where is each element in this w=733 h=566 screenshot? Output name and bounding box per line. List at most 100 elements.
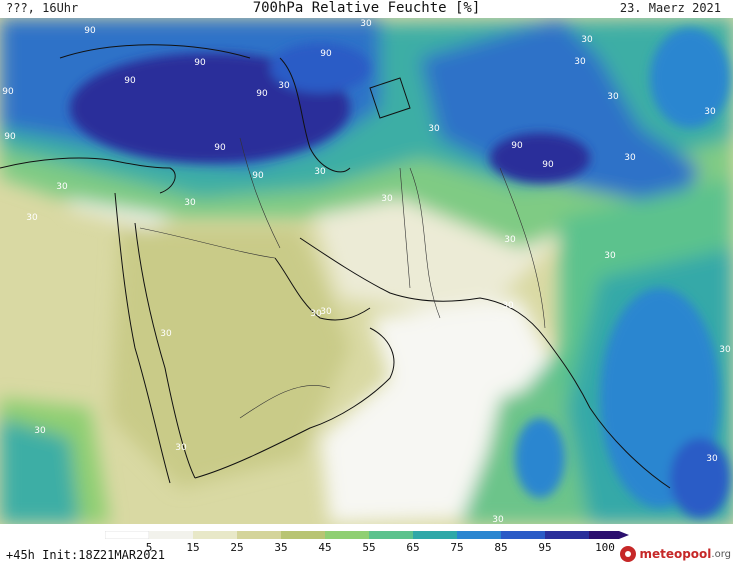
contour-label: 30 — [175, 443, 187, 453]
contour-label: 90 — [124, 76, 136, 86]
legend-swatch — [325, 531, 369, 539]
contour-label: 30 — [624, 153, 636, 163]
contour-label: 30 — [607, 92, 619, 102]
legend-swatch — [589, 531, 629, 539]
coastlines — [0, 44, 671, 489]
coastline-red-sea-east — [134, 222, 196, 479]
legend-swatch — [545, 531, 589, 539]
contour-label: 30 — [428, 124, 440, 134]
contour-label: 30 — [184, 198, 196, 208]
humidity-map-canvas: 90 90 90 90 90 90 90 90 90 90 90 30 30 3… — [0, 18, 733, 524]
core-pakistan — [490, 133, 590, 183]
mid-zone-arabia — [110, 228, 350, 488]
coastline-india-west — [544, 337, 671, 489]
contour-label: 90 — [252, 171, 264, 181]
coastline-black-sea — [59, 44, 251, 59]
contour-label: 90 — [194, 58, 206, 68]
contour-label: 90 — [2, 87, 14, 97]
contour-label: 30 — [310, 309, 322, 319]
contour-label: 30 — [492, 515, 504, 524]
map-title: 700hPa Relative Feuchte [%] — [252, 0, 481, 16]
border-saudi-north — [139, 227, 276, 259]
core-india-deep — [670, 438, 730, 518]
valid-time-label: ???, 16Uhr — [6, 1, 79, 15]
contour-label: 30 — [704, 107, 716, 117]
border-iran-east — [399, 167, 411, 289]
coastline-caspian — [279, 57, 351, 173]
legend-tick: 85 — [494, 541, 508, 554]
blue-band-northeast — [420, 18, 700, 208]
legend-swatch — [501, 531, 545, 539]
contour-label: 30 — [314, 167, 326, 177]
map-date: 23. Maerz 2021 — [619, 1, 721, 15]
contour-label: 30 — [719, 345, 731, 355]
forecast-run-info: +45h Init:18Z21MAR2021 — [6, 548, 165, 562]
legend-tick: 75 — [450, 541, 464, 554]
logo-tld: .org — [711, 548, 731, 560]
coastline-red-sea-west — [114, 192, 171, 484]
contour-label: 30 — [278, 81, 290, 91]
core-arabian-sea — [515, 418, 565, 498]
legend-swatch — [413, 531, 457, 539]
legend-swatch — [369, 531, 413, 539]
humidity-legend-bar — [105, 531, 629, 539]
contour-label: 30 — [34, 426, 46, 436]
legend-colorbar — [105, 531, 629, 539]
coastline-arabia-south — [194, 327, 395, 479]
contour-label: 90 — [511, 141, 523, 151]
border-india-pak — [499, 167, 546, 329]
border-afghan-pak — [409, 167, 441, 319]
contour-label: 30 — [160, 329, 172, 339]
core-caspian — [270, 43, 370, 93]
legend-swatch — [237, 531, 281, 539]
contour-label: 30 — [56, 182, 68, 192]
legend-tick: 15 — [186, 541, 200, 554]
legend-swatch — [105, 531, 150, 539]
legend-tick: 35 — [274, 541, 288, 554]
contour-labels: 90 90 90 90 90 90 90 90 90 90 90 30 30 3… — [2, 19, 731, 524]
contour-label: 90 — [256, 89, 268, 99]
border-iran-west — [239, 137, 281, 249]
contour-label: 30 — [504, 235, 516, 245]
contour-label: 30 — [581, 35, 593, 45]
legend-tick: 55 — [362, 541, 376, 554]
border-yemen-oman — [239, 385, 331, 419]
coastline-persian-gulf — [274, 257, 371, 321]
contour-label: 90 — [4, 132, 16, 142]
meteopool-logo[interactable]: meteopool .org — [620, 544, 731, 564]
legend-swatch — [149, 531, 193, 539]
legend-tick: 45 — [318, 541, 332, 554]
humidity-map: 90 90 90 90 90 90 90 90 90 90 90 30 30 3… — [0, 18, 733, 524]
coastline-mediterranean — [0, 157, 176, 194]
contour-label: 30 — [706, 454, 718, 464]
contour-label: 30 — [502, 301, 514, 311]
contour-label: 30 — [574, 57, 586, 67]
legend-tick: 65 — [406, 541, 420, 554]
contour-label: 30 — [381, 194, 393, 204]
contour-label: 30 — [26, 213, 38, 223]
contour-label: 30 — [360, 19, 372, 29]
contour-label: 90 — [542, 160, 554, 170]
coastline-iran-south — [299, 237, 546, 339]
legend-tick: 95 — [538, 541, 552, 554]
humidity-cores — [70, 28, 730, 518]
meteopool-logo-icon — [620, 546, 637, 562]
political-borders — [139, 137, 546, 419]
contour-label: 90 — [214, 143, 226, 153]
logo-brand: meteopool — [639, 547, 712, 561]
legend-swatch — [193, 531, 237, 539]
contour-label: 30 — [604, 251, 616, 261]
contour-label: 30 — [320, 307, 332, 317]
coastline-aral — [369, 77, 411, 119]
legend-tick: 5 — [145, 541, 153, 554]
legend-tick: 25 — [230, 541, 244, 554]
contour-label: 90 — [84, 26, 96, 36]
legend-swatch — [457, 531, 501, 539]
map-header: ???, 16Uhr 700hPa Relative Feuchte [%] 2… — [0, 0, 733, 18]
west-teal — [0, 418, 80, 524]
core-himalaya — [650, 28, 730, 128]
legend-swatch — [281, 531, 325, 539]
legend-tick: 100 — [595, 541, 615, 554]
contour-label: 90 — [320, 49, 332, 59]
legend-tick-labels: 5 15 25 35 45 55 65 75 85 95 100 — [105, 541, 629, 555]
